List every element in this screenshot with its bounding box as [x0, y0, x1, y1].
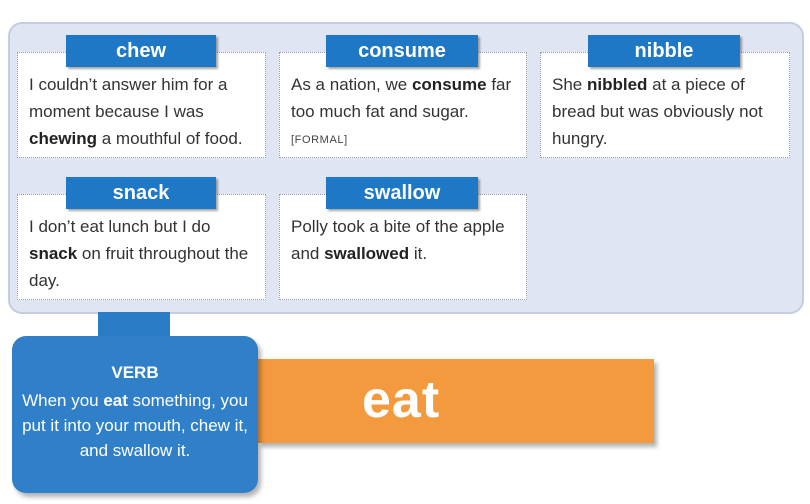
example-sentence-swallow: Polly took a bite of the apple and swall…	[291, 213, 511, 267]
verb-definition-box: VERB When you eat something, you put it …	[12, 336, 258, 493]
sentence-fragment: at a piece of bread but was obviously no…	[552, 75, 763, 148]
highlighted-word: snack	[29, 244, 78, 263]
example-sentence-nibble: She nibbled at a piece of bread but was …	[552, 71, 788, 152]
sentence-fragment: it.	[409, 244, 428, 263]
headword: eat	[362, 371, 441, 429]
sentence-fragment: I don’t eat lunch but I do	[29, 217, 211, 236]
sentence-fragment: far too much fat and sugar.	[291, 75, 512, 121]
register-label: [FORMAL]	[291, 134, 348, 146]
card-snack: I don’t eat lunch but I do snack on frui…	[17, 194, 266, 300]
sentence-fragment: Polly took a bite of the apple and	[291, 217, 505, 263]
example-sentence-consume: As a nation, we consume far too much fat…	[291, 71, 521, 125]
part-of-speech: VERB	[111, 363, 159, 382]
synonym-label-nibble: nibble	[588, 35, 740, 67]
highlighted-word: chewing	[29, 129, 98, 148]
synonym-label-consume: consume	[326, 35, 478, 67]
highlighted-word: consume	[411, 75, 487, 94]
card-chew: I couldn’t answer him for a moment becau…	[17, 52, 266, 158]
sentence-fragment: something, you put it into your mouth, c…	[22, 391, 248, 460]
sentence-fragment: When you	[22, 391, 104, 410]
sentence-fragment: As a nation, we	[291, 75, 412, 94]
highlighted-word: eat	[103, 391, 128, 410]
sentence-fragment: She	[552, 75, 587, 94]
highlighted-word: nibbled	[586, 75, 648, 94]
example-sentence-snack: I don’t eat lunch but I do snack on frui…	[29, 213, 261, 294]
card-swallow: Polly took a bite of the apple and swall…	[279, 194, 527, 300]
panel-connector	[98, 312, 170, 340]
highlighted-word: swallowed	[324, 244, 410, 263]
sentence-fragment: I couldn’t answer him for a moment becau…	[29, 75, 228, 121]
verb-definition: When you eat something, you put it into …	[12, 388, 258, 463]
synonym-label-swallow: swallow	[326, 177, 478, 209]
example-sentence-chew: I couldn’t answer him for a moment becau…	[29, 71, 265, 152]
synonym-label-chew: chew	[66, 35, 216, 67]
sentence-fragment: a mouthful of food.	[97, 129, 243, 148]
card-consume: As a nation, we consume far too much fat…	[279, 52, 527, 158]
card-nibble: She nibbled at a piece of bread but was …	[540, 52, 790, 158]
headword-bar: eat	[258, 359, 654, 443]
sentence-fragment: on fruit throughout the day.	[29, 244, 249, 290]
synonym-label-snack: snack	[66, 177, 216, 209]
